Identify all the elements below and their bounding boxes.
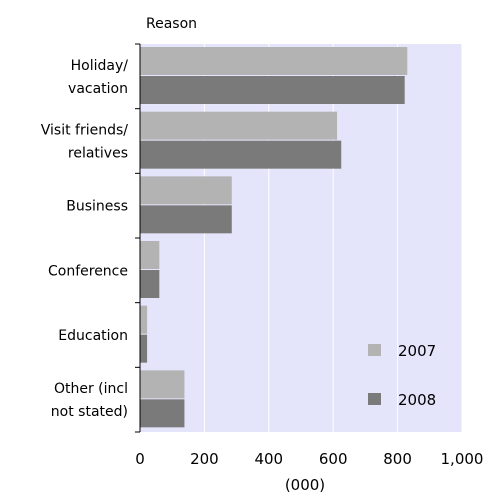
y-axis-ticks — [135, 43, 140, 433]
bar-2007-3 — [140, 241, 160, 269]
legend-swatch-2007 — [368, 344, 381, 356]
x-tick-label: 800 — [383, 450, 412, 468]
category-label: Business — [66, 199, 128, 215]
bar-2007-5 — [140, 370, 185, 399]
category-label: not stated) — [51, 404, 128, 420]
bar-2007-2 — [140, 176, 232, 205]
x-tick-label: 200 — [190, 450, 219, 468]
category-label: Visit friends/ — [41, 123, 129, 139]
x-tick-label: 0 — [135, 450, 145, 468]
x-axis-tick-labels: 0 200 400 600 800 1,000 — [135, 450, 483, 468]
bar-2008-1 — [140, 140, 342, 169]
category-label: Holiday/ — [71, 58, 129, 74]
legend-swatch-2008 — [368, 393, 381, 405]
bars — [140, 47, 408, 428]
x-tick-label: 400 — [254, 450, 283, 468]
bar-2007-4 — [140, 305, 148, 334]
gridlines — [203, 44, 463, 432]
category-label: vacation — [68, 81, 128, 97]
bar-2008-4 — [140, 334, 148, 363]
category-label: Other (incl — [54, 381, 128, 397]
category-label: Education — [58, 328, 128, 344]
bar-2008-2 — [140, 205, 232, 234]
x-axis-title: (000) — [285, 476, 325, 494]
legend: 2007 2008 — [368, 342, 436, 409]
y-axis-title: Reason — [146, 16, 197, 32]
bar-2008-5 — [140, 399, 185, 428]
category-label: relatives — [68, 146, 128, 162]
legend-label-2007: 2007 — [398, 342, 436, 360]
y-axis-category-labels: Holiday/vacation Visit friends/relatives B… — [41, 58, 129, 420]
bar-2007-1 — [140, 111, 338, 140]
plot-area-background — [140, 44, 462, 432]
bar-2007-0 — [140, 47, 408, 75]
category-label: Conference — [48, 263, 128, 279]
bar-2008-3 — [140, 270, 160, 298]
bar-2008-0 — [140, 76, 405, 104]
x-tick-label: 1,000 — [441, 450, 484, 468]
legend-label-2008: 2008 — [398, 391, 436, 409]
x-tick-label: 600 — [319, 450, 348, 468]
